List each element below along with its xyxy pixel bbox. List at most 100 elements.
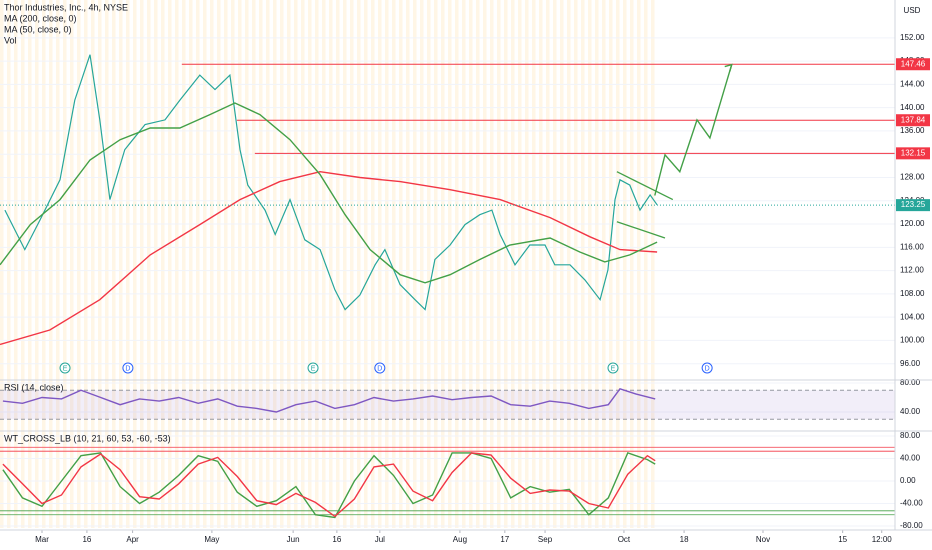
session-stripe <box>70 0 74 528</box>
session-stripe <box>105 0 109 528</box>
series-line <box>4 54 658 311</box>
session-background <box>0 0 655 528</box>
x-tick-label: Nov <box>756 535 770 544</box>
session-stripe <box>462 0 466 528</box>
event-marker <box>59 362 71 374</box>
x-tick-label: Oct <box>618 535 631 544</box>
event-marker <box>122 362 134 374</box>
session-stripe <box>441 0 445 528</box>
session-stripe <box>434 0 438 528</box>
session-stripe <box>35 0 39 528</box>
x-tick-label: Aug <box>453 535 467 544</box>
session-stripe <box>357 0 361 528</box>
x-tick-label: 17 <box>500 535 509 544</box>
session-stripe <box>126 0 130 528</box>
session-stripe <box>294 0 298 528</box>
session-stripe <box>49 0 53 528</box>
session-stripe <box>273 0 277 528</box>
session-stripe <box>154 0 158 528</box>
session-stripe <box>28 0 32 528</box>
session-stripe <box>595 0 599 528</box>
series-line <box>2 452 656 519</box>
session-stripe <box>168 0 172 528</box>
y-tick-label: 80.00 <box>900 378 921 387</box>
flag-line <box>616 221 666 239</box>
session-stripe <box>413 0 417 528</box>
session-stripe <box>350 0 354 528</box>
y-tick-label: -40.00 <box>900 499 923 508</box>
session-stripe <box>119 0 123 528</box>
session-stripe <box>644 0 648 528</box>
session-stripe <box>609 0 613 528</box>
session-stripe <box>252 0 256 528</box>
legend-entry: Vol <box>4 35 17 45</box>
level-label: 147.46 <box>901 59 926 68</box>
session-stripe <box>399 0 403 528</box>
session-stripe <box>245 0 249 528</box>
y-tick-label: 40.00 <box>900 407 921 416</box>
series-line <box>2 387 656 413</box>
session-stripe <box>455 0 459 528</box>
session-stripe <box>315 0 319 528</box>
pane-title: WT_CROSS_LB (10, 21, 60, 53, -60, -53) <box>4 433 171 443</box>
y-tick-label: 100.00 <box>900 336 925 345</box>
session-stripe <box>182 0 186 528</box>
session-stripe <box>406 0 410 528</box>
x-tick-label: 16 <box>332 535 341 544</box>
x-tick-label: Mar <box>35 535 49 544</box>
session-stripe <box>560 0 564 528</box>
event-marker <box>607 362 619 374</box>
session-stripe <box>588 0 592 528</box>
session-stripe <box>476 0 480 528</box>
session-stripe <box>196 0 200 528</box>
session-stripe <box>371 0 375 528</box>
session-stripe <box>581 0 585 528</box>
level-label-box <box>896 58 930 71</box>
event-marker <box>307 362 319 374</box>
session-stripe <box>651 0 655 528</box>
session-stripe <box>301 0 305 528</box>
y-tick-label: 140.00 <box>900 103 925 112</box>
level-label-box <box>896 114 930 127</box>
y-tick-label: 120.00 <box>900 219 925 228</box>
rsi-band <box>0 390 895 420</box>
session-stripe <box>427 0 431 528</box>
session-stripe <box>98 0 102 528</box>
session-stripe <box>483 0 487 528</box>
session-stripe <box>259 0 263 528</box>
session-stripe <box>490 0 494 528</box>
session-stripe <box>91 0 95 528</box>
y-tick-label: 40.00 <box>900 454 921 463</box>
session-stripe <box>175 0 179 528</box>
x-tick-label: Apr <box>126 535 139 544</box>
session-stripe <box>133 0 137 528</box>
session-stripe <box>84 0 88 528</box>
event-marker <box>374 362 386 374</box>
session-stripe <box>21 0 25 528</box>
series-line <box>2 452 656 518</box>
session-stripe <box>112 0 116 528</box>
event-label: D <box>125 365 130 372</box>
session-stripe <box>518 0 522 528</box>
last-price-label: 123.25 <box>901 200 926 209</box>
session-stripe <box>231 0 235 528</box>
y-tick-label: 0.00 <box>900 476 916 485</box>
session-stripe <box>497 0 501 528</box>
flag-line <box>616 171 674 201</box>
session-stripe <box>448 0 452 528</box>
session-stripe <box>161 0 165 528</box>
event-label: E <box>611 365 616 372</box>
session-stripe <box>378 0 382 528</box>
session-stripe <box>525 0 529 528</box>
session-stripe <box>343 0 347 528</box>
x-tick-label: Sep <box>538 535 553 544</box>
session-stripe <box>511 0 515 528</box>
session-stripe <box>532 0 536 528</box>
y-tick-label: 80.00 <box>900 431 921 440</box>
session-stripe <box>224 0 228 528</box>
session-stripe <box>238 0 242 528</box>
event-label: D <box>377 365 382 372</box>
level-label: 137.84 <box>901 115 926 124</box>
